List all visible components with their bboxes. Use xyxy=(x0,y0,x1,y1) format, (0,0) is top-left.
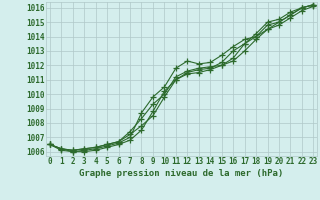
X-axis label: Graphe pression niveau de la mer (hPa): Graphe pression niveau de la mer (hPa) xyxy=(79,169,284,178)
